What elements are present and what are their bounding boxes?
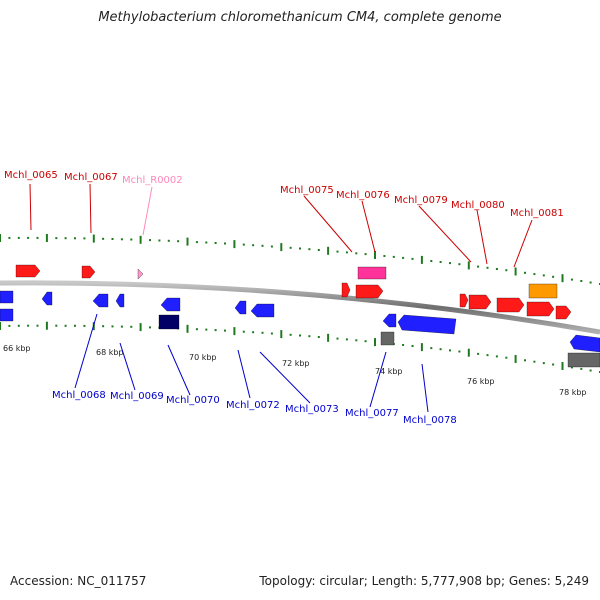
gene-label[interactable]: Mchl_0080 [451,200,505,211]
gene-feature[interactable] [528,283,558,299]
gene-feature[interactable] [115,293,125,308]
gene-feature[interactable] [81,265,96,279]
gene-feature[interactable] [234,300,247,315]
gene-label[interactable]: Mchl_0075 [280,185,334,196]
callout-line [361,200,376,253]
callout-line [237,349,251,399]
gene-feature[interactable] [92,293,109,308]
callout-line [29,183,32,231]
scale-label: 78 kbp [559,388,587,397]
callout-line [119,342,136,391]
callout-line [259,351,311,404]
gene-feature[interactable] [15,264,41,278]
accession-label: Accession: NC_011757 [10,574,147,588]
callout-line [89,183,92,234]
gene-label[interactable]: Mchl_0073 [285,404,339,415]
gene-feature[interactable] [250,303,275,318]
gene-feature[interactable] [555,305,572,320]
gene-label[interactable]: Mchl_0081 [510,208,564,219]
callout-line [418,205,472,263]
scale-label: 76 kbp [467,377,495,386]
gene-feature[interactable] [380,331,395,346]
gene-feature[interactable] [0,308,14,322]
gene-feature[interactable] [397,314,457,335]
callout-line [476,209,488,265]
gene-feature[interactable] [567,352,600,368]
callout-line [513,219,533,268]
gene-label[interactable]: Mchl_0068 [52,390,106,401]
gene-feature[interactable] [160,297,181,312]
gene-label[interactable]: Mchl_0077 [345,408,399,419]
gene-label[interactable]: Mchl_0078 [403,415,457,426]
gene-label[interactable]: Mchl_R0002 [122,175,183,186]
callout-line [167,344,191,396]
gene-label[interactable]: Mchl_0072 [226,400,280,411]
gene-label[interactable]: Mchl_0070 [166,395,220,406]
gene-feature[interactable] [341,282,351,298]
gene-feature[interactable] [526,301,555,317]
scale-label: 68 kbp [96,348,124,357]
gene-feature[interactable] [355,284,384,299]
scale-label: 72 kbp [282,359,310,368]
callout-line [303,195,353,253]
gene-feature[interactable] [382,313,397,328]
scale-label: 66 kbp [3,344,31,353]
map-title: Methylobacterium chloromethanicum CM4, c… [98,10,502,25]
gene-label[interactable]: Mchl_0067 [64,172,118,183]
callout-line [142,186,153,236]
gene-feature[interactable] [496,297,525,313]
genome-backbone [0,280,600,335]
callout-line [369,351,387,408]
gene-label[interactable]: Mchl_0069 [110,391,164,402]
topology-label: Topology: circular; Length: 5,777,908 bp… [259,574,589,588]
callout-line [421,363,429,413]
gene-label[interactable]: Mchl_0065 [4,170,58,181]
gene-feature[interactable] [459,293,469,308]
gene-feature[interactable] [569,334,600,353]
gene-feature[interactable] [137,268,144,280]
gene-label[interactable]: Mchl_0079 [394,195,448,206]
callout-line [74,313,98,389]
gene-label[interactable]: Mchl_0076 [336,190,390,201]
gene-feature[interactable] [41,291,53,306]
gene-feature[interactable] [0,290,14,304]
scale-label: 74 kbp [375,367,403,376]
gene-feature[interactable] [357,266,387,280]
scale-label: 70 kbp [189,353,217,362]
outer-tick-track [0,234,600,285]
gene-feature[interactable] [468,294,492,310]
gene-feature[interactable] [158,314,180,330]
